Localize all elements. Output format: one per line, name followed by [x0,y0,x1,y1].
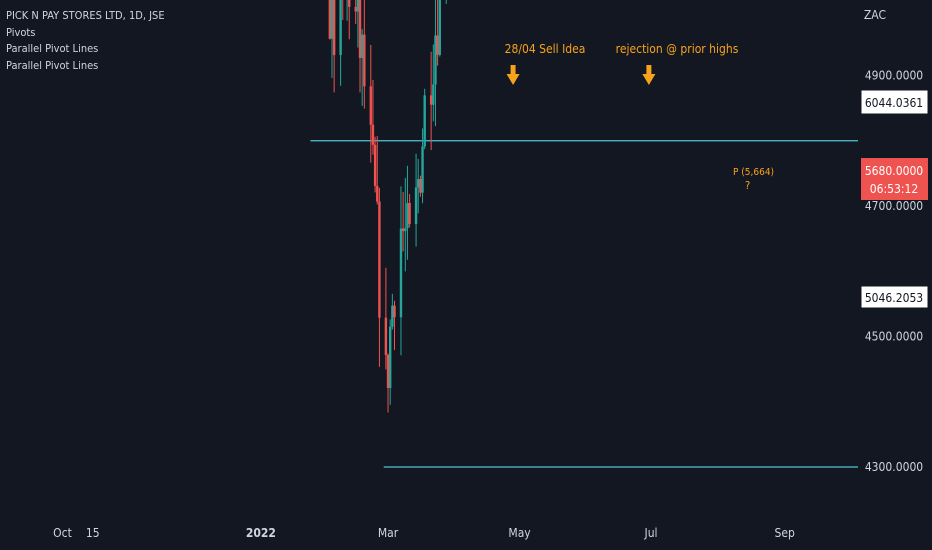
candle-body [432,84,435,105]
candle-body [371,124,375,145]
indicator-parallel-pivot-lines[interactable]: Parallel Pivot Lines [6,42,99,55]
candle-body [423,95,426,147]
candle-body [328,0,332,39]
candle-body [376,185,379,202]
price-axis[interactable]: 4300.00004500.00004700.00004900.00005100… [865,0,923,475]
arrow-down-icon [506,65,520,85]
candle-body [378,201,381,318]
candle-body [330,0,334,39]
candle-body [421,146,424,193]
y-tick-label: 4300.0000 [865,460,923,474]
candle-body [414,187,418,225]
resistance-price-box [860,89,929,115]
x-tick-label: Oct [53,526,72,540]
x-tick-label: 2022 [246,526,276,540]
x-tick-label: Jul [644,526,658,540]
countdown-label: 06:53:12 [870,182,918,196]
y-tick-label: 4900.0000 [865,69,923,83]
candle-body [373,144,377,186]
candle-body [419,179,422,193]
x-tick-label: May [508,526,531,540]
candle-body [356,0,360,12]
rejection-label: rejection @ prior highs [616,42,739,56]
candle-body [358,0,362,58]
price-labels: 6044.0361 5680.0000 06:53:12 5046.2053 [860,89,929,309]
candle-body [388,326,392,388]
pivot-label: P (5,664) [733,167,774,178]
y-tick-label: 4500.0000 [865,330,923,344]
candles [328,0,447,413]
indicator-pivots[interactable]: Pivots [6,25,36,39]
candle-body [354,6,357,12]
currency-label: ZAC [863,8,886,22]
x-tick-label: Sep [775,526,796,540]
current-price-label: 5680.0000 [865,164,923,178]
candle-body [399,228,403,318]
candle-body [393,305,396,318]
candle-body [348,0,351,7]
candle-body [401,228,405,232]
candle-body [391,305,394,327]
x-tick-label: Mar [378,526,399,540]
symbol-title: PICK N PAY STORES LTD, 1D, JSE [6,9,165,22]
support-price-box [860,285,929,309]
candle-body [438,0,441,55]
drawings [506,65,656,85]
candle-body [363,34,366,87]
candle-body [406,202,409,229]
horizontal-levels [310,140,858,468]
candle-body [408,202,411,225]
candle-body [332,0,336,56]
support-price-label: 5046.2053 [865,291,923,305]
resistance-price-label: 6044.0361 [865,96,923,110]
candle-body [386,354,390,388]
annotations: 28/04 Sell Idea rejection @ prior highs … [505,42,774,192]
chart-legend: PICK N PAY STORES LTD, 1D, JSE Pivots Pa… [6,8,165,74]
candle-body [417,179,420,188]
candle-body [434,35,437,85]
current-price-box [861,158,928,200]
time-axis[interactable]: Oct 15 2022 Mar May Jul Sep [53,526,795,540]
candle-body [369,86,372,125]
y-tick-label: 4700.0000 [865,199,923,213]
candle-body [384,317,388,355]
candle-body [404,228,407,232]
arrow-down-icon [642,65,656,85]
candle-body [360,34,364,58]
question-mark: ? [745,179,750,192]
candle-body [339,0,342,56]
indicator-parallel-pivot-lines-2[interactable]: Parallel Pivot Lines [6,58,99,72]
sell-idea-label: 28/04 Sell Idea [505,42,586,56]
candle-body [429,95,433,105]
candle-body [436,35,439,55]
x-tick-label: 15 [86,526,100,540]
